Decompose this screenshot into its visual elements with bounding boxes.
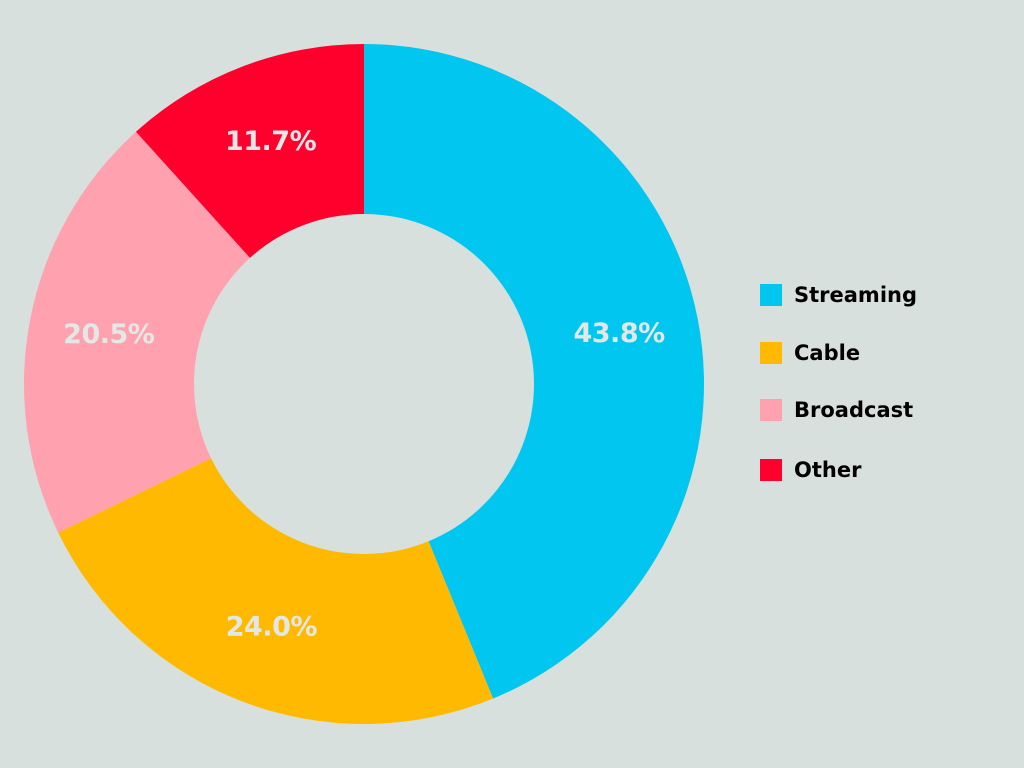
legend-swatch-other [760,459,782,481]
slice-streaming [364,44,704,699]
legend-swatch-broadcast [760,399,782,421]
legend-item-broadcast: Broadcast [760,395,913,425]
slice-label-other: 11.7% [225,126,317,157]
legend-swatch-cable [760,342,782,364]
legend-item-other: Other [760,455,861,485]
legend-item-cable: Cable [760,338,860,368]
legend-swatch-streaming [760,284,782,306]
slice-other [135,44,364,258]
slice-label-streaming: 43.8% [573,318,665,349]
slice-broadcast [23,131,250,533]
slice-cable [58,458,494,724]
slice-label-broadcast: 20.5% [63,319,155,350]
slice-label-cable: 24.0% [226,611,318,642]
legend-label-broadcast: Broadcast [794,398,914,422]
legend-label-streaming: Streaming [794,283,917,307]
legend-label-other: Other [794,458,862,482]
legend-label-cable: Cable [794,341,861,365]
legend-item-streaming: Streaming [760,280,917,310]
